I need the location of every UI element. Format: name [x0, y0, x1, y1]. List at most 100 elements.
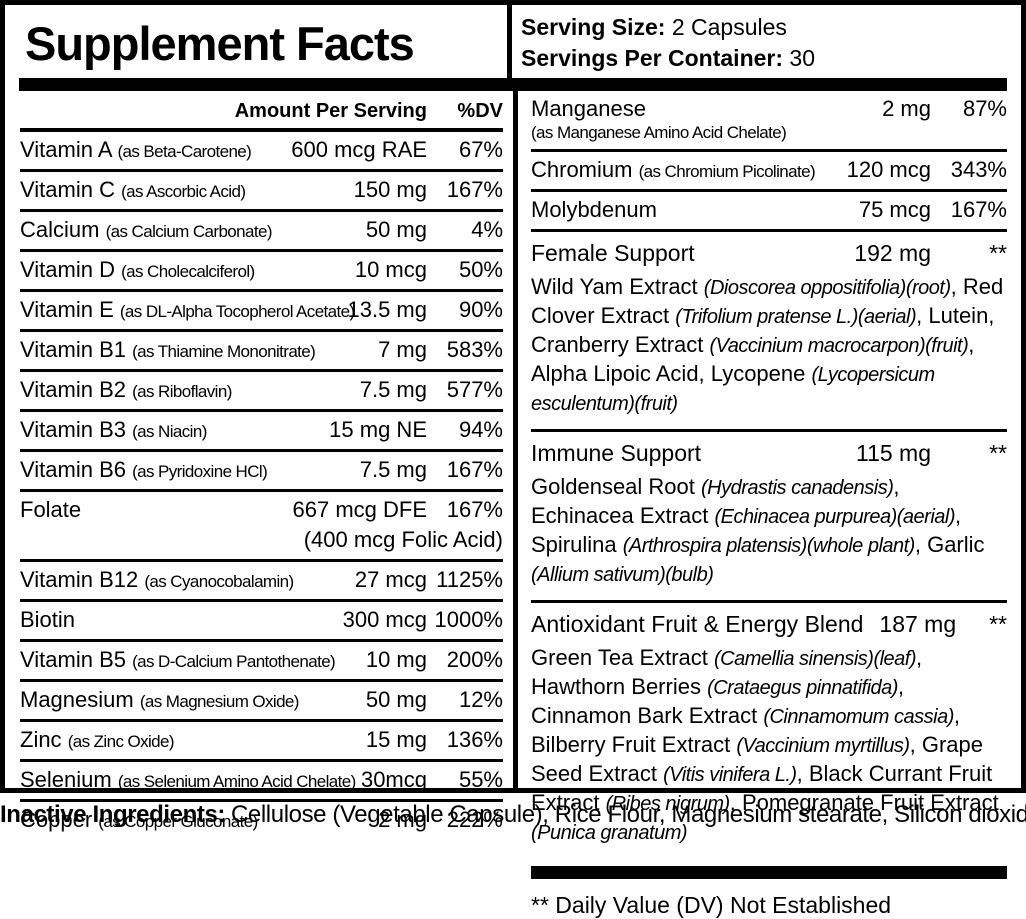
nutrient-dv: 55% — [458, 767, 503, 792]
servings-label: Servings Per Container: — [521, 45, 784, 71]
nutrient-amount: 27 mcg — [354, 567, 427, 592]
nutrient-name-cell: Vitamin B3 (as Niacin) — [20, 417, 323, 443]
nutrient-amount: 10 mcg — [354, 257, 427, 282]
nutrient-row: Vitamin B1 (as Thiamine Mononitrate) 7 m… — [20, 329, 503, 369]
nutrient-row: Manganese 2 mg 87% (as Manganese Amino A… — [531, 91, 1007, 152]
nutrient-row-main: Calcium (as Calcium Carbonate) 50 mg 4% — [20, 217, 503, 243]
nutrient-dv: 200% — [446, 647, 503, 672]
nutrient-form: (as Cyanocobalamin) — [144, 572, 294, 591]
nutrient-name-cell: Copper (as Copper Gluconate) — [20, 807, 372, 833]
nutrient-row: Zinc (as Zinc Oxide) 15 mg 136% — [20, 719, 503, 759]
nutrient-name: Vitamin D — [20, 257, 115, 282]
nutrient-row: Copper (as Copper Gluconate) 2 mg 222% — [20, 799, 503, 839]
nutrient-name: Calcium — [20, 217, 100, 242]
nutrient-form: (as Beta-Carotene) — [117, 142, 252, 161]
nutrient-name-cell: Vitamin E (as DL-Alpha Tocopherol Acetat… — [20, 297, 355, 323]
nutrient-amount: 10 mg — [365, 647, 427, 672]
nutrient-row: Vitamin B6 (as Pyridoxine HCl) 7.5 mg 16… — [20, 449, 503, 489]
nutrient-row: Magnesium (as Magnesium Oxide) 50 mg 12% — [20, 679, 503, 719]
nutrient-dv: 167% — [446, 497, 503, 522]
nutrient-name-cell: Vitamin B5 (as D-Calcium Pantothenate) — [20, 647, 360, 673]
nutrient-name-cell: Folate — [20, 497, 287, 523]
nutrient-form: (as Riboflavin) — [132, 382, 232, 401]
nutrient-form: (as D-Calcium Pantothenate) — [132, 652, 336, 671]
blend-dv: ** — [989, 240, 1007, 266]
nutrient-name-cell: Vitamin C (as Ascorbic Acid) — [20, 177, 348, 203]
nutrient-form: (as Copper Gluconate) — [98, 812, 258, 831]
nutrient-form: (as Magnesium Oxide) — [139, 692, 300, 711]
left-column: Amount Per Serving %DV Vitamin A (as Bet… — [5, 91, 513, 832]
nutrient-row-main: Manganese 2 mg 87% — [531, 96, 1007, 122]
nutrient-dv: 94% — [458, 417, 503, 442]
blend-header: Immune Support 115 mg ** — [531, 432, 1007, 469]
nutrient-amount: 50 mg — [365, 687, 427, 712]
nutrient-row-main: Magnesium (as Magnesium Oxide) 50 mg 12% — [20, 687, 503, 713]
nutrient-rows-right: Manganese 2 mg 87% (as Manganese Amino A… — [531, 91, 1007, 232]
title-cell: Supplement Facts — [5, 5, 507, 78]
nutrient-row-main: Zinc (as Zinc Oxide) 15 mg 136% — [20, 727, 503, 753]
nutrient-amount: 600 mcg RAE — [291, 137, 427, 162]
nutrient-dv: 167% — [950, 197, 1007, 222]
nutrient-name: Chromium — [531, 157, 633, 182]
nutrient-amount: 7.5 mg — [359, 377, 427, 402]
nutrient-dv: 136% — [446, 727, 503, 752]
nutrient-name-cell: Vitamin D (as Cholecalciferol) — [20, 257, 349, 283]
nutrient-name-cell: Vitamin B6 (as Pyridoxine HCl) — [20, 457, 354, 483]
nutrient-amount: 300 mcg — [342, 607, 427, 632]
left-column-header: Amount Per Serving %DV — [20, 91, 503, 132]
serving-size-value: 2 Capsules — [665, 14, 787, 40]
nutrient-name: Folate — [20, 497, 82, 522]
nutrient-name: Vitamin E — [20, 297, 114, 322]
nutrient-dv: 583% — [446, 337, 503, 362]
nutrient-form: (as Pyridoxine HCl) — [132, 462, 268, 481]
nutrient-dv: 50% — [458, 257, 503, 282]
spacer — [20, 100, 229, 123]
nutrient-name: Magnesium — [20, 687, 134, 712]
nutrient-amount: 15 mg — [365, 727, 427, 752]
nutrient-row-main: Vitamin C (as Ascorbic Acid) 150 mg 167% — [20, 177, 503, 203]
nutrient-dv: 222% — [446, 807, 503, 832]
nutrient-amount: 2 mg — [882, 96, 931, 121]
nutrient-dv: 167% — [446, 177, 503, 202]
nutrient-row-main: Vitamin A (as Beta-Carotene) 600 mcg RAE… — [20, 137, 503, 163]
nutrient-form-below: (as Manganese Amino Acid Chelate) — [531, 123, 787, 142]
nutrient-row: Folate 667 mcg DFE 167% (400 mcg Folic A… — [20, 489, 503, 559]
nutrient-form: (as Niacin) — [132, 422, 207, 441]
nutrient-row: Calcium (as Calcium Carbonate) 50 mg 4% — [20, 209, 503, 249]
nutrient-name: Biotin — [20, 607, 76, 632]
header-thick-rule — [19, 78, 1007, 91]
nutrient-row-main: Copper (as Copper Gluconate) 2 mg 222% — [20, 807, 503, 833]
nutrient-dv: 343% — [950, 157, 1007, 182]
nutrient-row-main: Folate 667 mcg DFE 167% — [20, 497, 503, 523]
nutrient-name: Manganese — [531, 96, 646, 121]
nutrient-form: (as Selenium Amino Acid Chelate) — [117, 772, 356, 791]
nutrient-name-cell: Chromium (as Chromium Picolinate) — [531, 157, 841, 183]
nutrient-row: Vitamin A (as Beta-Carotene) 600 mcg RAE… — [20, 132, 503, 169]
nutrient-name-cell: Biotin — [20, 607, 337, 633]
nutrient-amount: 2 mg — [378, 807, 427, 832]
blend-amount: 187 mg — [879, 611, 957, 637]
nutrient-row-main: Molybdenum 75 mcg 167% — [531, 197, 1007, 223]
nutrient-row-main: Biotin 300 mcg 1000% — [20, 607, 503, 633]
nutrient-row-main: Chromium (as Chromium Picolinate) 120 mc… — [531, 157, 1007, 183]
dv-footnote: ** Daily Value (DV) Not Established — [531, 892, 892, 918]
panel-header: Supplement Facts Serving Size: 2 Capsule… — [5, 5, 1021, 78]
nutrient-row-main: Vitamin B5 (as D-Calcium Pantothenate) 1… — [20, 647, 503, 673]
blend-sections: Female Support 192 mg ** Wild Yam Extrac… — [531, 232, 1007, 858]
inactive-ingredients-line: Inactive Ingredients: Cellulose (Vegetab… — [0, 793, 1026, 837]
nutrient-form: (as Calcium Carbonate) — [105, 222, 273, 241]
inactive-ingredients-label: Inactive Ingredients: — [0, 801, 225, 828]
nutrient-row-main: Vitamin B12 (as Cyanocobalamin) 27 mcg 1… — [20, 567, 503, 593]
nutrient-amount: 150 mg — [353, 177, 427, 202]
nutrient-dv: 1125% — [436, 567, 503, 592]
nutrient-form: (as Thiamine Mononitrate) — [132, 342, 316, 361]
blend-ingredients: Wild Yam Extract (Dioscorea oppositifoli… — [531, 274, 1004, 415]
blend-section: Female Support 192 mg ** Wild Yam Extrac… — [531, 232, 1007, 432]
nutrient-name-cell: Molybdenum — [531, 197, 853, 223]
nutrient-row: Molybdenum 75 mcg 167% — [531, 192, 1007, 232]
inactive-ingredients-text: Cellulose (Vegetable Capsule), Rice Flou… — [231, 801, 1026, 828]
nutrient-name: Molybdenum — [531, 197, 657, 222]
header-divider — [507, 5, 512, 78]
blend-amount: 115 mg — [855, 440, 931, 466]
nutrient-name: Vitamin A — [20, 137, 112, 162]
